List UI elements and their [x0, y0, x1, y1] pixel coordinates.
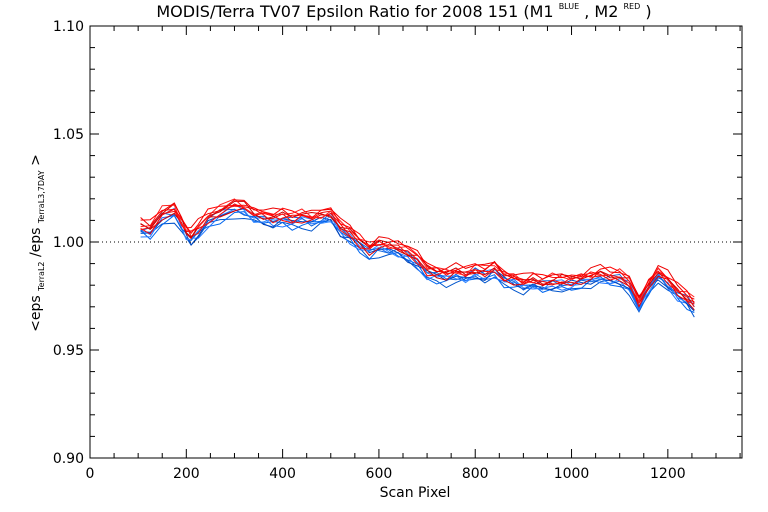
x-tick-label-1: 200: [173, 466, 200, 482]
title-sup-blue: BLUE: [559, 2, 579, 11]
tick-layer: 0 200 400 600 800 1000 1200 0.90 0.95 1.00 1.05 1.1…: [53, 19, 742, 482]
y-tick-label-0: 0.90: [53, 451, 84, 467]
x-axis-label: Scan Pixel: [380, 485, 451, 501]
series-line-5: [140, 208, 695, 310]
y-tick-label-3: 1.05: [53, 127, 84, 143]
series-line-12: [140, 199, 695, 300]
x-tick-label-0: 0: [86, 466, 95, 482]
series-line-2: [140, 208, 695, 312]
x-tick-label-2: 400: [269, 466, 296, 482]
chart-title: MODIS/Terra TV07 Epsilon Ratio for 2008 …: [156, 0, 651, 21]
title-mid: , M2: [584, 2, 618, 21]
y-axis-label: <eps TerraL2 /eps TerraL3,7DAY >: [28, 154, 48, 332]
y-tick-label-2: 1.00: [53, 235, 84, 251]
series-line-10: [140, 198, 695, 304]
title-suffix: ): [645, 2, 651, 21]
series-line-11: [140, 204, 695, 304]
y-tick-label-4: 1.10: [53, 19, 84, 35]
ylabel-sub2: TerraL3,7DAY: [37, 170, 46, 224]
series-line-0: [140, 217, 695, 318]
title-sup-red: RED: [624, 2, 641, 11]
series-layer: [140, 198, 695, 318]
x-tick-label-6: 1200: [650, 466, 686, 482]
x-tick-label-4: 800: [462, 466, 489, 482]
title-prefix: MODIS/Terra TV07 Epsilon Ratio for 2008 …: [156, 2, 553, 21]
ylabel-close: >: [28, 154, 44, 166]
ylabel-sub1: TerraL2: [37, 262, 46, 292]
x-tick-label-5: 1000: [554, 466, 590, 482]
ylabel-mid: /eps: [28, 228, 44, 258]
ylabel-open: <eps: [28, 295, 44, 332]
plot-frame: [89, 25, 743, 459]
x-tick-label-3: 600: [366, 466, 393, 482]
y-tick-label-1: 0.95: [53, 343, 84, 359]
